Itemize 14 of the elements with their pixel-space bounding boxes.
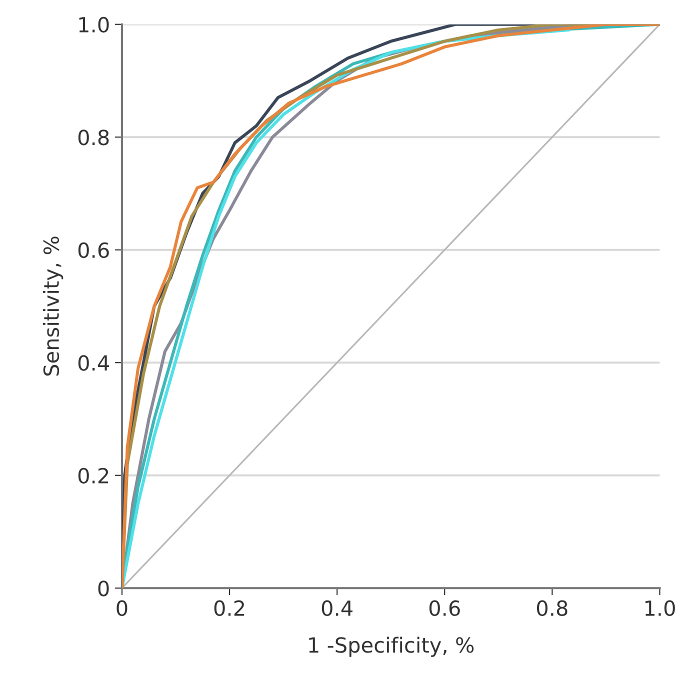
x-axis-title: 1 -Specificity, % (309, 636, 474, 657)
x-tick-label: 0.2 (214, 600, 244, 616)
y-tick-label: 0.8 (78, 130, 109, 146)
x-tick-label: 0.6 (429, 600, 460, 616)
y-tick-label: 0.4 (78, 355, 109, 371)
y-tick-label: 0 (98, 580, 109, 596)
x-tick-label: 0.4 (322, 600, 352, 616)
y-tick-label: 0.2 (78, 468, 108, 484)
x-tick-label: 1.0 (645, 600, 675, 616)
y-axis-title: Sensitivity, % (42, 236, 64, 376)
y-tick-label: 1.0 (79, 16, 109, 33)
x-tick-label: 0 (116, 600, 128, 616)
y-tick-label: 0.6 (78, 242, 109, 258)
x-tick-label: 0.8 (536, 600, 568, 616)
